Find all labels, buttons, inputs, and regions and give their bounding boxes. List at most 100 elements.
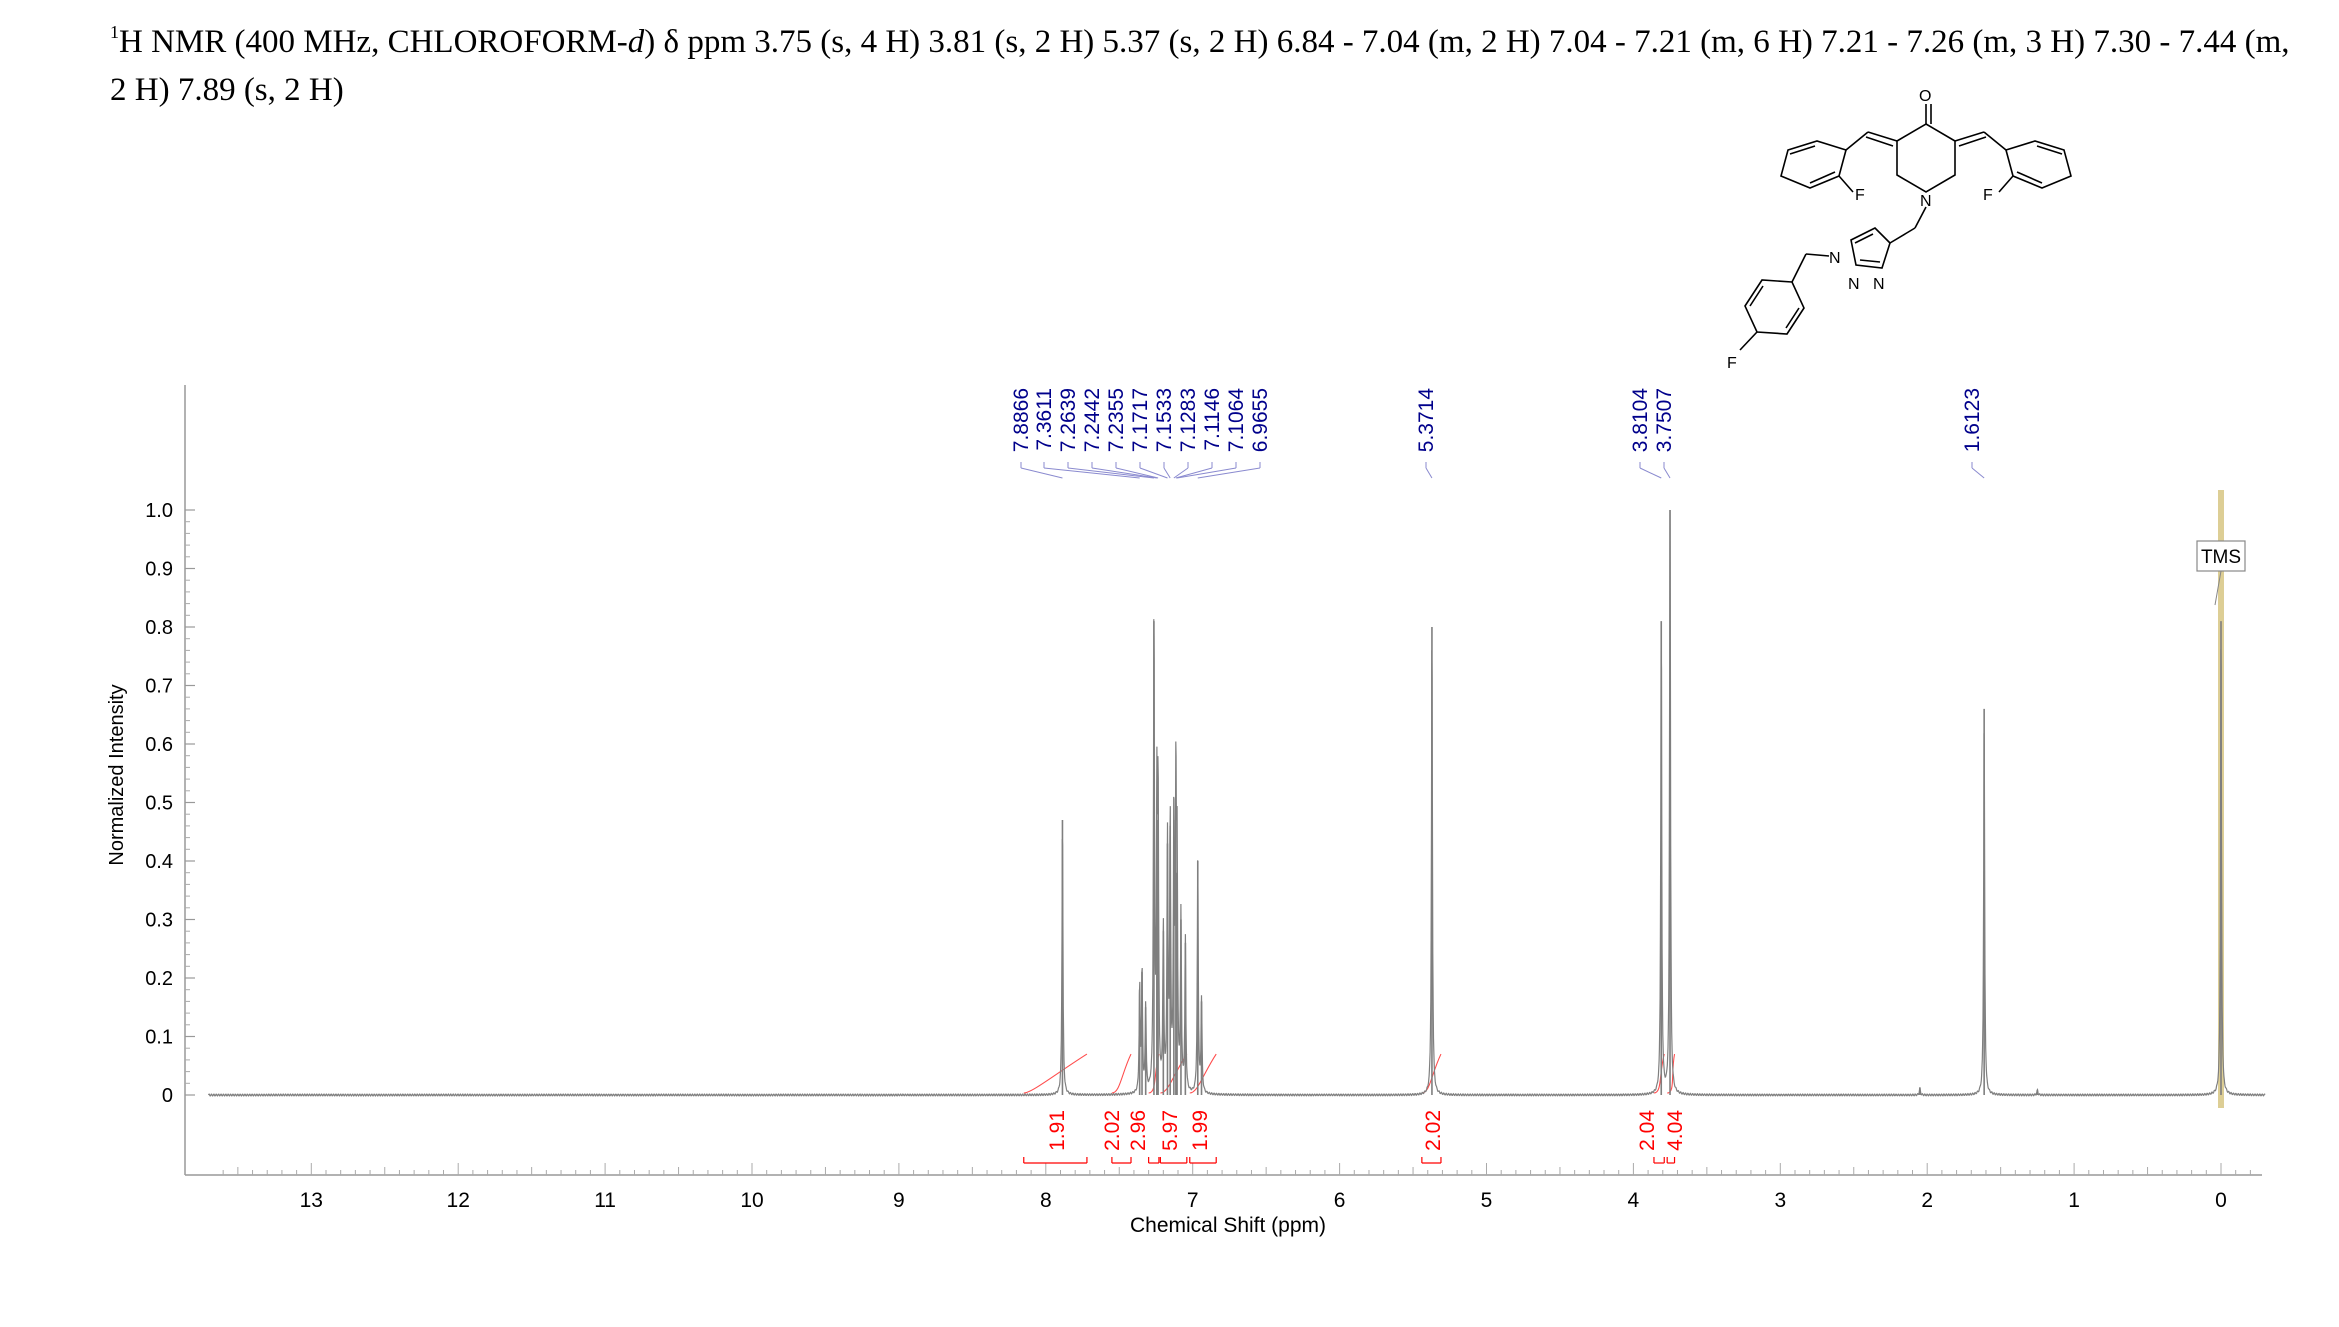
para-fluoro-bond: [1739, 331, 1758, 351]
x-tick-label: 3: [1774, 1189, 1786, 1212]
axes-layer: 00.10.20.30.40.50.60.70.80.91.013 12 11 10 9…: [106, 385, 2262, 1237]
peak-shift-label: 3.7507: [1653, 388, 1676, 452]
n-methylene-bond-2: [1889, 227, 1916, 244]
x-tick-label: 9: [893, 1189, 905, 1212]
integral-value-label: 4.04: [1664, 1110, 1687, 1151]
right-alkene-bond: [1954, 131, 1985, 142]
right-fluorine: F: [1983, 187, 1993, 204]
right-fluoro-bond: [1998, 175, 2014, 193]
x-tick-label: 8: [1040, 1189, 1052, 1212]
integral-curve: [1023, 1053, 1088, 1094]
peak-shift-label: 5.3714: [1415, 388, 1438, 453]
x-tick-label: 13: [300, 1189, 323, 1212]
left-fluoro-bond: [1838, 175, 1854, 193]
left-vinyl-bond: [1845, 131, 1869, 151]
carbonyl-oxygen: O: [1919, 88, 1931, 105]
tms-label: TMS: [2201, 547, 2241, 568]
peak-shift-label: 7.1146: [1201, 388, 1224, 451]
title-text-start: H NMR (400 MHz, CHLOROFORM-: [119, 24, 628, 60]
y-tick-label: 0.3: [145, 910, 173, 932]
y-tick-label: 0.7: [145, 676, 173, 698]
y-axis-title: Normalized Intensity: [106, 684, 128, 865]
chemical-structure: O N F F N N N: [1727, 88, 2072, 372]
piperidinone-ring: [1896, 123, 1956, 193]
peak-leader-line: [1163, 467, 1171, 479]
right-alkene-bond-double: [1958, 136, 1987, 147]
x-tick-label: 2: [1921, 1189, 1933, 1212]
x-tick-label: 6: [1334, 1189, 1346, 1212]
x-tick-label: 1: [2068, 1189, 2080, 1212]
peak-leader-line: [1639, 467, 1662, 479]
y-tick-label: 0.2: [145, 968, 173, 990]
peak-leader-line: [1139, 467, 1168, 479]
y-tick-label: 0.1: [145, 1027, 173, 1049]
peak-shift-label: 3.8104: [1629, 388, 1652, 453]
bottom-benzene-double-2: [1785, 307, 1800, 329]
y-tick-label: 0: [162, 1085, 173, 1107]
integral-value-label: 2.96: [1127, 1110, 1150, 1151]
reference-label-layer: TMS: [2196, 540, 2246, 606]
peak-leader-line: [1115, 467, 1159, 479]
tms-leader-line: [2214, 570, 2222, 606]
peak-leader-line: [1043, 467, 1140, 479]
integral-value-label: 2.02: [1422, 1110, 1445, 1151]
peak-shift-label: 7.1064: [1225, 388, 1248, 453]
piperidine-nitrogen: N: [1920, 193, 1932, 210]
title-text-peaks: ) δ ppm 3.75 (s, 4 H) 3.81 (s, 2 H) 5.37…: [110, 24, 2290, 108]
left-benzene-double-1: [1789, 145, 1816, 155]
x-tick-label: 4: [1628, 1189, 1640, 1212]
x-tick-label: 7: [1187, 1189, 1199, 1212]
integral-value-label: 2.04: [1636, 1110, 1659, 1151]
peak-leader-line: [1173, 467, 1189, 479]
title-text-italic: d: [627, 24, 645, 60]
integral-curve: [1111, 1053, 1132, 1094]
spectrum-layer: [207, 509, 2266, 1097]
integral-value-label: 5.97: [1159, 1110, 1182, 1151]
integral-value-label: 1.99: [1189, 1110, 1212, 1151]
left-alkene-bond-double: [1865, 136, 1894, 147]
bottom-benzene-ring: [1744, 279, 1805, 335]
peak-leader-line: [1663, 467, 1671, 479]
peak-shift-label: 7.2355: [1105, 388, 1128, 452]
spectrum-title: 1H NMR (400 MHz, CHLOROFORM-d) δ ppm 3.7…: [110, 8, 2310, 114]
right-benzene-double-2: [2016, 171, 2043, 184]
integral-value-label: 2.02: [1101, 1110, 1124, 1151]
peak-shift-label: 7.3611: [1033, 388, 1056, 451]
n-methylene-bond-1: [1914, 206, 1927, 229]
peak-shift-label: 6.9655: [1249, 388, 1272, 452]
peak-shift-label: 7.1283: [1177, 388, 1200, 452]
y-tick-label: 0.8: [145, 617, 173, 639]
peak-shift-label: 7.2442: [1081, 388, 1104, 452]
nucleus-superscript: 1: [110, 22, 119, 42]
triazole-double-2: [1859, 259, 1881, 263]
peak-shift-label: 7.2639: [1057, 388, 1080, 452]
tms-label-box: [2196, 540, 2246, 572]
triazole-n1: N: [1829, 250, 1841, 267]
x-tick-label: 5: [1481, 1189, 1493, 1212]
peak-leader-line: [1091, 467, 1157, 479]
peak-leader-line: [1197, 467, 1261, 479]
peak-leader-line: [1175, 467, 1213, 479]
integral-value-label: 1.91: [1046, 1110, 1069, 1151]
peak-labels-layer: 7.8866 7.3611 7.2639 7.2442 7.2355 7.1717 7.15…: [1010, 388, 1985, 479]
y-tick-label: 0.4: [145, 851, 173, 873]
left-alkene-bond: [1867, 131, 1898, 142]
left-fluorine: F: [1855, 187, 1865, 204]
y-tick-label: 0.9: [145, 559, 173, 581]
peak-leader-line: [1425, 467, 1433, 479]
integral-curves-layer: [1023, 1053, 1676, 1094]
benzyl-bond-2: [1791, 253, 1807, 283]
x-tick-label: 12: [447, 1189, 470, 1212]
y-tick-label: 0.5: [145, 793, 173, 815]
triazole-n3: N: [1873, 276, 1885, 293]
peak-leader-line: [1971, 467, 1985, 479]
integral-labels-layer: 1.91 2.02 2.96 5.97 1.99 2.02 2.04 4.04: [1023, 1110, 1687, 1164]
right-benzene-double-1: [2036, 145, 2063, 155]
peak-shift-label: 7.1533: [1153, 388, 1176, 452]
spectrum-trace: [207, 509, 2266, 1097]
y-tick-label: 0.6: [145, 734, 173, 756]
y-tick-label: 1.0: [145, 500, 173, 522]
peak-leader-line: [1067, 467, 1154, 479]
peak-shift-label: 7.1717: [1129, 388, 1152, 452]
